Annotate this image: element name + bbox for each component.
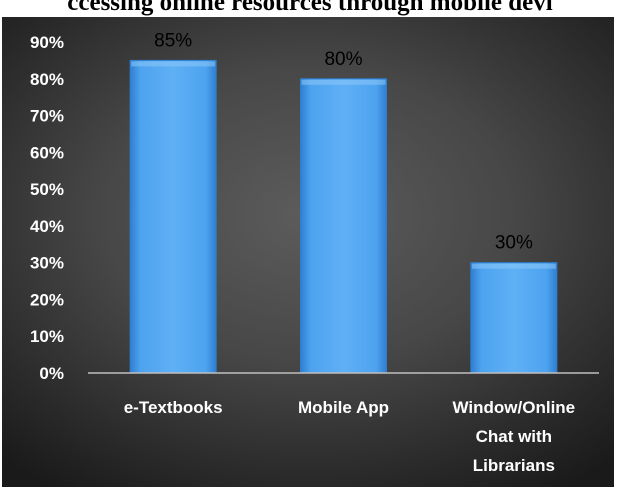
y-tick-label: 40% — [30, 217, 64, 236]
data-label: 80% — [324, 49, 362, 70]
chart-panel: 0% 10% 20% 30% 40% 50% 60% 70% 80% 90% 85% 80% 30% … — [2, 17, 614, 487]
y-tick-label: 90% — [30, 33, 64, 52]
page-title: ccessing online resources through mobile… — [67, 0, 553, 16]
bar-highlight — [301, 79, 386, 85]
y-tick-label: 50% — [30, 180, 64, 199]
data-labels: 85% 80% 30% — [154, 30, 533, 253]
data-label: 85% — [154, 30, 192, 51]
x-category-label: Librarians — [473, 456, 555, 475]
y-tick-label: 10% — [30, 327, 64, 346]
x-category-label: e-Textbooks — [124, 398, 223, 417]
bar — [470, 262, 558, 374]
x-category-label: Window/Online — [453, 398, 576, 417]
bar — [300, 78, 387, 374]
x-category-label: Chat with — [476, 427, 553, 446]
bar-highlight — [131, 61, 216, 67]
x-axis: e-Textbooks Mobile App Window/Online Chat w… — [88, 372, 599, 475]
bar-highlight — [471, 263, 556, 269]
y-tick-label: 20% — [30, 290, 64, 309]
y-tick-label: 70% — [30, 107, 64, 126]
bar — [129, 59, 217, 374]
bars — [129, 59, 558, 374]
bar-chart: 0%10%20%30%40%50%60%70%80%90% 85%80%30% … — [30, 30, 599, 475]
x-category-label: Mobile App — [298, 398, 389, 417]
y-axis: 0% 10% 20% 30% 40% 50% 60% 70% 80% 90% — [30, 33, 64, 383]
y-tick-label: 80% — [30, 70, 64, 89]
data-label: 30% — [495, 233, 533, 254]
y-tick-label: 0% — [39, 364, 64, 383]
y-tick-label: 60% — [30, 143, 64, 162]
y-tick-label: 30% — [30, 254, 64, 273]
